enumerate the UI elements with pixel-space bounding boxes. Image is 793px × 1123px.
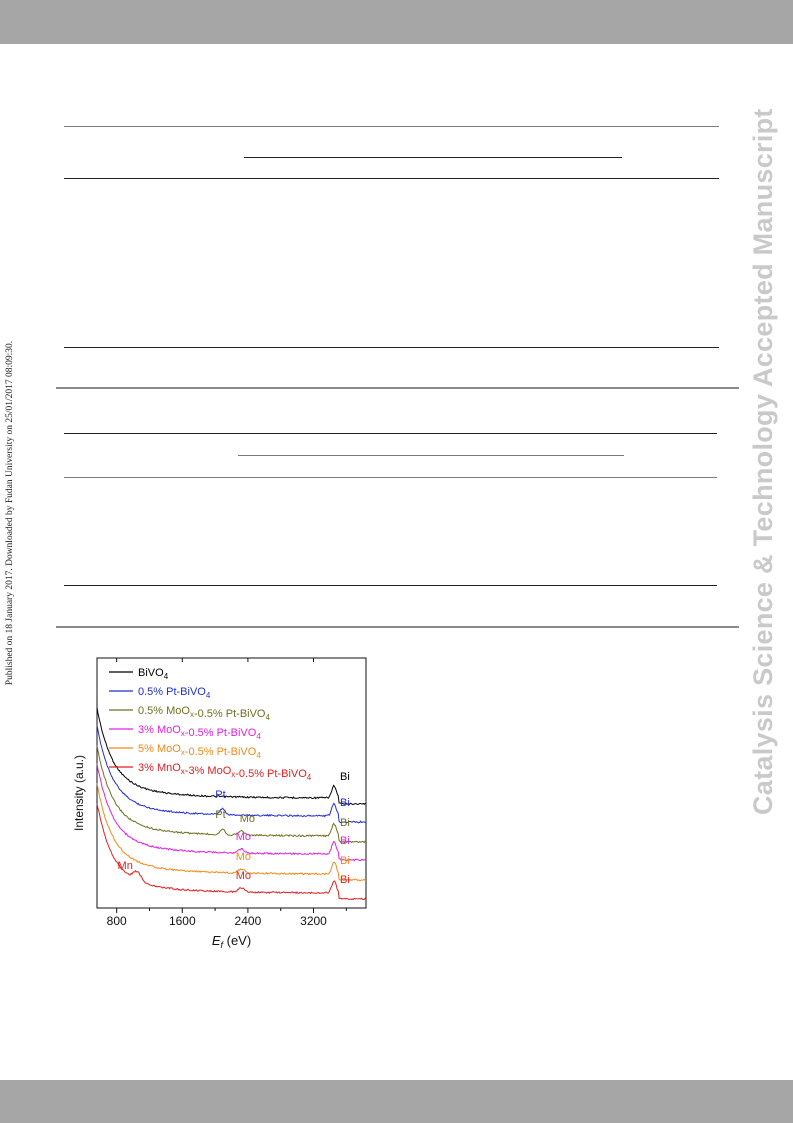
footer-band <box>0 1080 793 1123</box>
xrf-spectra-figure: 800 1600 2400 3200 Ef (eV) Intensity (a.u.) Bi… <box>60 650 390 955</box>
peak-label-mn: Mn <box>118 860 133 872</box>
spectrum-line <box>96 803 367 901</box>
spectrum-line <box>96 745 367 844</box>
plot-frame <box>96 657 367 909</box>
spectrum-line <box>96 725 366 824</box>
legend-entry: 0.5% MoOx-0.5% Pt-BiVO4 <box>138 705 271 722</box>
table2-top-rule <box>64 433 717 434</box>
legend-entry: 3% MnOx-3% MoOx-0.5% Pt-BiVO4 <box>138 762 312 782</box>
peak-label-pt: Pt <box>215 789 225 801</box>
legend-entry: 3% MoOx-0.5% Pt-BiVO4 <box>138 724 261 741</box>
x-axis-label: Ef (eV) <box>212 933 251 950</box>
table2-header-rule <box>64 477 717 478</box>
peak-label-bi: Bi <box>340 855 350 867</box>
peak-label-mo: Mo <box>240 813 255 825</box>
legend-entry: 5% MoOx-0.5% Pt-BiVO4 <box>138 743 261 760</box>
peak-label-bi: Bi <box>340 817 350 829</box>
legend-entry: 0.5% Pt-BiVO4 <box>138 686 211 700</box>
spectrum-line <box>96 783 367 882</box>
x-tick-label: 2400 <box>235 914 262 928</box>
table1-bottom-rule <box>64 347 719 348</box>
journal-watermark: Catalysis Science & Technology Accepted … <box>748 108 778 815</box>
table2-span-rule <box>238 455 624 456</box>
peak-label-mo: Mo <box>236 851 251 863</box>
section-divider-2 <box>56 626 739 628</box>
table2-bottom-rule <box>64 585 717 586</box>
peak-label-bi: Bi <box>340 771 350 783</box>
header-band <box>0 0 793 44</box>
peak-label-pt: Pt <box>215 809 225 821</box>
spectrum-line <box>96 707 367 806</box>
y-axis-label: Intensity (a.u.) <box>72 755 86 831</box>
peak-label-mo: Mo <box>236 870 251 882</box>
spectra-chart: 800 1600 2400 3200 Ef (eV) Intensity (a.u.) Bi… <box>72 657 367 950</box>
spectrum-line <box>96 763 367 862</box>
peak-label-bi: Bi <box>340 874 350 886</box>
table1-top-rule <box>64 126 719 127</box>
x-tick-label: 3200 <box>300 914 327 928</box>
legend-entry: BiVO4 <box>138 667 169 681</box>
peak-label-mo: Mo <box>236 831 251 843</box>
section-divider-1 <box>56 387 739 389</box>
peak-label-bi: Bi <box>340 797 350 809</box>
table1-span-rule <box>244 157 622 158</box>
x-tick-label: 1600 <box>169 914 196 928</box>
download-notice: Published on 18 January 2017. Downloaded… <box>5 340 15 686</box>
peak-label-bi: Bi <box>340 835 350 847</box>
x-tick-label: 800 <box>107 914 127 928</box>
table1-header-rule <box>64 178 719 179</box>
